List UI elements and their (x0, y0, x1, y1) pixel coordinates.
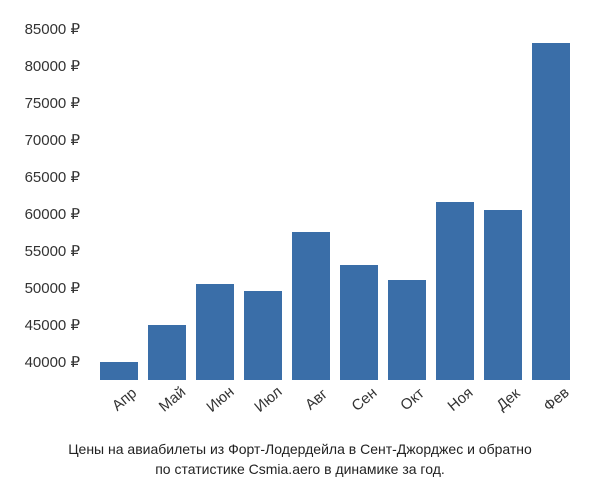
bar (436, 202, 474, 380)
bar (484, 210, 522, 380)
bar (388, 280, 426, 380)
y-tick-label: 75000 ₽ (25, 94, 80, 112)
chart-caption: Цены на авиабилеты из Форт-Лодердейла в … (0, 440, 600, 479)
y-tick-label: 55000 ₽ (25, 242, 80, 260)
x-tick-label: Ноя (440, 381, 496, 438)
y-tick-label: 45000 ₽ (25, 316, 80, 334)
caption-line-1: Цены на авиабилеты из Форт-Лодердейла в … (0, 440, 600, 460)
caption-line-2: по статистике Csmia.aero в динамике за г… (0, 460, 600, 480)
x-tick-label: Июн (200, 381, 256, 438)
x-tick-label: Авг (296, 381, 352, 438)
y-tick-label: 80000 ₽ (25, 57, 80, 75)
bar (196, 284, 234, 380)
bar (292, 232, 330, 380)
x-tick-label: Дек (488, 381, 544, 438)
y-tick-label: 85000 ₽ (25, 20, 80, 38)
y-tick-label: 90000 ₽ (25, 0, 80, 1)
x-tick-label: Май (152, 381, 208, 438)
bars-group (90, 10, 580, 380)
y-tick-label: 70000 ₽ (25, 131, 80, 149)
y-tick-label: 60000 ₽ (25, 205, 80, 223)
y-tick-label: 65000 ₽ (25, 168, 80, 186)
bar (340, 265, 378, 380)
plot-area (90, 10, 580, 380)
x-tick-label: Апр (104, 381, 160, 438)
bar (244, 291, 282, 380)
x-axis: АпрМайИюнИюлАвгСенОктНояДекФев (90, 385, 580, 435)
bar (148, 325, 186, 381)
x-tick-label: Окт (392, 381, 448, 438)
x-tick-label: Сен (344, 381, 400, 438)
y-tick-label: 40000 ₽ (25, 353, 80, 371)
chart-container: 40000 ₽ 45000 ₽ 50000 ₽ 55000 ₽ 60000 ₽ 65000… (0, 0, 600, 500)
x-tick-label: Июл (248, 381, 304, 438)
x-tick-label: Фев (536, 381, 592, 438)
y-axis: 40000 ₽ 45000 ₽ 50000 ₽ 55000 ₽ 60000 ₽ 65000… (0, 10, 85, 380)
bar (100, 362, 138, 381)
y-tick-label: 50000 ₽ (25, 279, 80, 297)
bar (532, 43, 570, 380)
